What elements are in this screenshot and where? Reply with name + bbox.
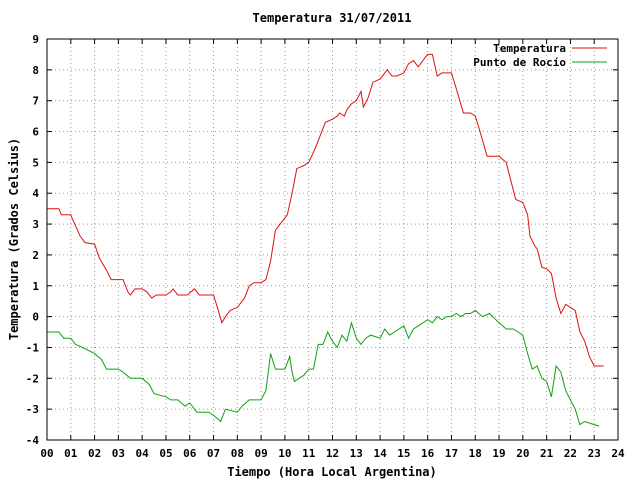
y-tick-label: -1 — [26, 341, 40, 354]
y-tick-label: 7 — [32, 95, 39, 108]
legend-label: Punto de Rocío — [473, 56, 566, 69]
x-tick-label: 16 — [421, 447, 435, 460]
x-axis-label: Tiempo (Hora Local Argentina) — [227, 465, 437, 479]
grid-lines — [47, 39, 618, 440]
y-tick-label: 4 — [32, 187, 39, 200]
y-tick-label: 5 — [32, 156, 39, 169]
legend-label: Temperatura — [493, 42, 566, 55]
x-tick-label: 22 — [564, 447, 577, 460]
y-tick-label: 9 — [32, 33, 39, 46]
y-tick-label: 1 — [32, 280, 39, 293]
y-tick-label: -2 — [26, 372, 39, 385]
y-tick-label: 8 — [32, 64, 39, 77]
x-tick-label: 24 — [611, 447, 625, 460]
x-tick-label: 05 — [159, 447, 172, 460]
x-tick-label: 01 — [64, 447, 78, 460]
x-tick-label: 02 — [88, 447, 101, 460]
plot-frame — [46, 38, 619, 441]
y-axis-label: Temperatura (Grados Celsius) — [7, 138, 21, 340]
x-tick-label: 23 — [588, 447, 601, 460]
x-tick-label: 04 — [136, 447, 150, 460]
series-lines — [47, 53, 604, 427]
y-tick-label: 0 — [32, 311, 39, 324]
series-line-temperatura — [47, 53, 604, 367]
x-tick-label: 14 — [373, 447, 387, 460]
x-tick-label: 17 — [445, 447, 458, 460]
series-line-punto-de-rocio — [47, 309, 600, 427]
chart-title: Temperatura 31/07/2011 — [253, 11, 412, 25]
x-tick-labels: 00 01 02 03 04 05 06 07 08 09 10 11 12 13 14 15 16 17 18 19… — [40, 447, 625, 460]
y-tick-label: -3 — [26, 403, 39, 416]
x-tick-label: 00 — [40, 447, 53, 460]
x-tick-label: 11 — [302, 447, 316, 460]
x-tick-label: 09 — [255, 447, 268, 460]
y-tick-label: 2 — [32, 249, 39, 262]
x-tick-label: 03 — [112, 447, 125, 460]
y-tick-labels: -4 -3 -2 -1 0 1 2 3 4 5 6 7 8 9 — [26, 33, 40, 447]
y-tick-label: 6 — [32, 126, 39, 139]
x-tick-label: 18 — [469, 447, 482, 460]
x-tick-label: 12 — [326, 447, 339, 460]
y-tick-label: -4 — [26, 434, 40, 447]
tick-marks — [46, 38, 619, 441]
x-tick-label: 06 — [183, 447, 197, 460]
x-tick-label: 21 — [540, 447, 554, 460]
x-tick-label: 20 — [516, 447, 529, 460]
x-tick-label: 10 — [278, 447, 291, 460]
x-tick-label: 19 — [492, 447, 505, 460]
x-tick-label: 07 — [207, 447, 220, 460]
x-tick-label: 08 — [231, 447, 244, 460]
y-tick-label: 3 — [32, 218, 39, 231]
x-tick-label: 15 — [397, 447, 410, 460]
x-tick-label: 13 — [350, 447, 363, 460]
